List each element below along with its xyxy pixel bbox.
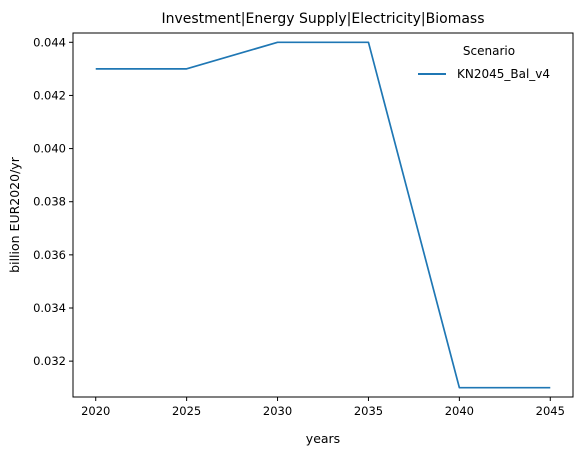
x-tick-label: 2035 [354, 404, 383, 418]
series-layer [95, 41, 551, 389]
legend-title: Scenario [463, 44, 515, 58]
legend: Scenario KN2045_Bal_v4 [418, 44, 550, 81]
y-axis: 0.032 0.034 0.036 0.038 0.040 0.042 0.044 [33, 35, 73, 368]
y-axis-label: billion EUR2020/yr [7, 156, 22, 273]
x-tick-label: 2045 [536, 404, 565, 418]
y-tick-label: 0.032 [33, 354, 66, 368]
x-axis-label: years [306, 431, 340, 446]
legend-entry-label: KN2045_Bal_v4 [457, 67, 550, 81]
y-tick-label: 0.044 [33, 35, 66, 49]
x-tick-label: 2040 [445, 404, 474, 418]
y-tick-label: 0.036 [33, 248, 66, 262]
y-tick-label: 0.034 [33, 301, 66, 315]
x-tick-label: 2020 [81, 404, 110, 418]
series-line [95, 41, 551, 389]
chart-title: Investment|Energy Supply|Electricity|Bio… [161, 11, 484, 27]
y-tick-label: 0.042 [33, 88, 66, 102]
x-tick-label: 2025 [172, 404, 201, 418]
x-tick-label: 2030 [263, 404, 292, 418]
y-tick-label: 0.038 [33, 195, 66, 209]
plot-area [72, 32, 574, 398]
y-tick-label: 0.040 [33, 142, 66, 156]
x-axis: 2020 2025 2030 2035 2040 2045 [81, 397, 565, 418]
